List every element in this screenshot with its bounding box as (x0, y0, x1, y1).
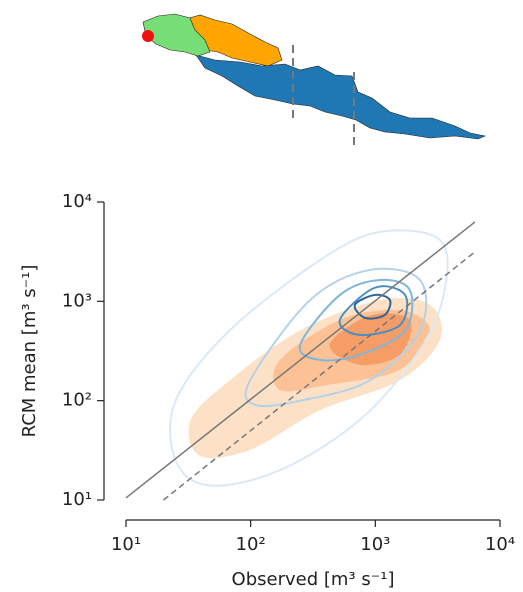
density-contour (169, 229, 449, 487)
x-tick-label: 10⁴ (485, 534, 515, 555)
x-axis-label: Observed [m³ s⁻¹] (232, 569, 395, 590)
y-tick-label: 10¹ (62, 489, 92, 510)
density-contour (298, 278, 414, 362)
density-contour (338, 285, 409, 336)
density-contour (353, 293, 392, 320)
y-tick-label: 10³ (62, 290, 92, 311)
density-contour (244, 267, 428, 408)
map-blue-basin (195, 54, 487, 140)
reference-line (125, 221, 476, 499)
map-outlet-marker (142, 30, 154, 42)
x-tick-label: 10³ (360, 534, 390, 555)
y-tick-label: 10⁴ (62, 191, 92, 212)
x-tick-label: 10¹ (111, 534, 141, 555)
y-axis-label: RCM mean [m³ s⁻¹] (19, 265, 40, 438)
plot-area (125, 221, 476, 501)
map-inset (142, 13, 487, 145)
map-green-basin (142, 13, 211, 57)
reference-line-dashed (163, 251, 476, 501)
y-tick-label: 10² (62, 390, 92, 411)
x-tick-label: 10² (236, 534, 266, 555)
density-fill (329, 313, 412, 366)
